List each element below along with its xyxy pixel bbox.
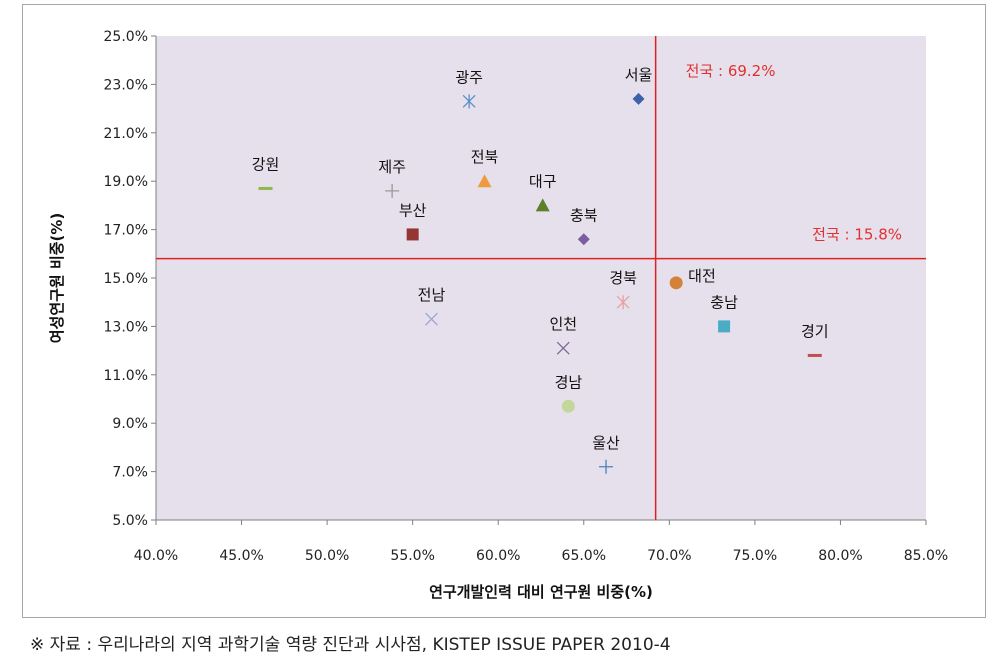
x-tick-label: 60.0% xyxy=(476,548,520,564)
data-point-제주 xyxy=(385,183,400,198)
data-point-경남 xyxy=(561,399,575,413)
point-label-경기: 경기 xyxy=(801,322,829,340)
point-label-광주: 광주 xyxy=(455,68,483,86)
source-note: ※ 자료 : 우리나라의 지역 과학기술 역량 진단과 시사점, KISTEP … xyxy=(30,635,671,655)
y-tick-label: 19.0% xyxy=(104,174,148,190)
data-point-경북 xyxy=(616,295,630,310)
point-label-울산: 울산 xyxy=(592,434,620,452)
point-label-인천: 인천 xyxy=(549,315,577,333)
data-point-대전 xyxy=(669,276,683,290)
data-point-충북 xyxy=(577,233,590,246)
x-tick-label: 40.0% xyxy=(134,548,178,564)
point-label-충북: 충북 xyxy=(570,206,598,224)
data-point-강원 xyxy=(258,186,273,190)
point-label-강원: 강원 xyxy=(252,155,280,173)
point-label-부산: 부산 xyxy=(399,201,427,219)
reference-label-x: 전국 : 69.2% xyxy=(686,62,776,80)
y-tick-label: 13.0% xyxy=(104,319,148,335)
data-point-충남 xyxy=(718,320,731,333)
y-tick-label: 17.0% xyxy=(104,223,148,239)
point-label-제주: 제주 xyxy=(378,158,406,176)
point-label-충남: 충남 xyxy=(710,293,738,311)
y-tick-label: 15.0% xyxy=(104,271,148,287)
point-label-경남: 경남 xyxy=(555,373,583,391)
data-point-부산 xyxy=(406,228,419,241)
point-label-전남: 전남 xyxy=(418,286,446,304)
y-axis-title: 여성연구원 비중(%) xyxy=(48,213,66,344)
x-tick-label: 70.0% xyxy=(647,548,691,564)
x-axis-title: 연구개발인력 대비 연구원 비중(%) xyxy=(429,583,653,601)
plot-area xyxy=(156,36,926,520)
y-tick-label: 11.0% xyxy=(104,368,148,384)
y-tick-label: 25.0% xyxy=(104,29,148,45)
data-point-광주 xyxy=(462,94,476,109)
point-label-대구: 대구 xyxy=(529,172,557,190)
x-tick-label: 55.0% xyxy=(390,548,434,564)
y-tick-label: 21.0% xyxy=(104,126,148,142)
x-tick-label: 50.0% xyxy=(305,548,349,564)
y-tick-label: 23.0% xyxy=(104,77,148,93)
point-label-대전: 대전 xyxy=(688,267,716,285)
x-tick-label: 80.0% xyxy=(818,548,862,564)
data-point-전남 xyxy=(425,312,438,326)
x-tick-label: 65.0% xyxy=(562,548,606,564)
x-tick-label: 45.0% xyxy=(219,548,263,564)
y-tick-label: 7.0% xyxy=(112,465,148,481)
data-point-전북 xyxy=(477,174,492,188)
data-point-인천 xyxy=(556,341,570,355)
point-label-전북: 전북 xyxy=(471,148,499,166)
scatter-chart: 25.0% 23.0% 21.0% 19.0% 17.0% 15.0% 13.0% 11.0%… xyxy=(48,29,948,601)
y-tick-label: 5.0% xyxy=(112,513,148,529)
reference-label-y: 전국 : 15.8% xyxy=(812,226,902,244)
point-label-서울: 서울 xyxy=(625,66,653,84)
data-point-대구 xyxy=(535,198,550,212)
data-point-울산 xyxy=(599,459,614,474)
y-tick-label: 9.0% xyxy=(112,416,148,432)
data-point-서울 xyxy=(632,92,645,105)
x-tick-label: 75.0% xyxy=(733,548,777,564)
point-label-경북: 경북 xyxy=(609,269,637,287)
x-tick-label: 85.0% xyxy=(904,548,948,564)
data-point-경기 xyxy=(807,353,822,357)
